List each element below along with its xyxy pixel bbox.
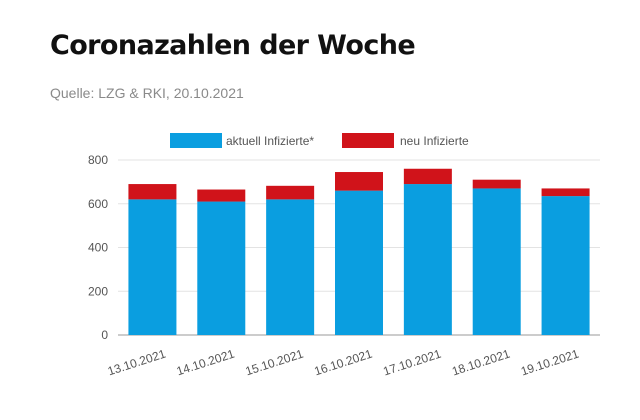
source-note: Quelle: LZG & RKI, 20.10.2021 — [50, 85, 244, 101]
y-axis: 0 200 400 600 800 — [88, 153, 108, 342]
bars — [128, 168, 590, 335]
y-tick-label: 800 — [88, 153, 108, 167]
bar-current — [541, 196, 590, 335]
x-tick-label: 13.10.2021 — [106, 346, 168, 378]
x-tick-label: 18.10.2021 — [450, 346, 512, 378]
x-tick-label: 15.10.2021 — [244, 346, 306, 378]
legend: aktuell Infizierte* neu Infizierte — [170, 133, 469, 148]
y-tick-label: 200 — [88, 284, 108, 298]
bar-new — [403, 168, 452, 185]
legend-label-current: aktuell Infizierte* — [226, 134, 314, 148]
x-tick-label: 16.10.2021 — [312, 346, 374, 378]
bar-current — [266, 199, 315, 335]
bar-new — [335, 172, 383, 191]
x-tick-label: 19.10.2021 — [519, 346, 581, 378]
bar-current — [128, 199, 177, 335]
legend-swatch-current — [170, 133, 222, 148]
bar-current — [472, 188, 521, 335]
x-axis: 13.10.2021 14.10.2021 15.10.2021 16.10.2021… — [106, 346, 581, 378]
legend-swatch-new — [342, 133, 394, 148]
bar-current — [335, 190, 383, 335]
y-tick-label: 400 — [88, 241, 108, 255]
bar-current — [403, 184, 452, 335]
x-tick-label: 17.10.2021 — [381, 346, 443, 378]
y-tick-label: 600 — [88, 197, 108, 211]
bar-current — [197, 201, 246, 335]
legend-label-new: neu Infizierte — [400, 134, 469, 148]
x-tick-label: 14.10.2021 — [175, 346, 237, 378]
bar-new — [472, 179, 521, 189]
bar-new — [541, 188, 590, 197]
bar-new — [128, 184, 177, 200]
y-tick-label: 0 — [101, 328, 108, 342]
bar-new — [197, 189, 246, 202]
chart-title: Coronazahlen der Woche — [50, 30, 416, 61]
bar-new — [266, 185, 315, 200]
